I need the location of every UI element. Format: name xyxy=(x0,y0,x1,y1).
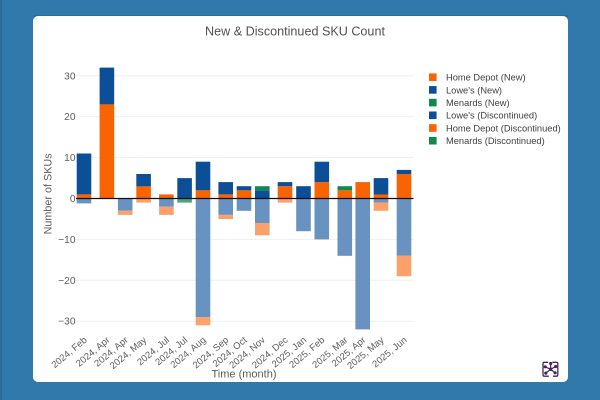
svg-text:Number of SKUs: Number of SKUs xyxy=(43,153,55,235)
svg-text:Time (month): Time (month) xyxy=(212,368,277,380)
svg-text:New & Discontinued SKU Count: New & Discontinued SKU Count xyxy=(205,25,385,39)
svg-text:Menards (New): Menards (New) xyxy=(446,98,510,108)
svg-text:Home Depot (New): Home Depot (New) xyxy=(446,73,526,83)
svg-text:20: 20 xyxy=(64,112,76,123)
svg-text:−20: −20 xyxy=(58,276,76,287)
svg-text:Home Depot (Discontinued): Home Depot (Discontinued) xyxy=(446,123,561,133)
svg-text:0: 0 xyxy=(70,194,76,205)
svg-text:Menards (Discontinued): Menards (Discontinued) xyxy=(446,136,545,146)
svg-text:Lowe's (Discontinued): Lowe's (Discontinued) xyxy=(446,111,537,121)
svg-text:30: 30 xyxy=(64,71,76,82)
svg-text:−10: −10 xyxy=(58,235,76,246)
svg-text:−30: −30 xyxy=(58,317,76,328)
svg-text:Lowe's (New): Lowe's (New) xyxy=(446,85,502,95)
svg-text:10: 10 xyxy=(64,153,76,164)
